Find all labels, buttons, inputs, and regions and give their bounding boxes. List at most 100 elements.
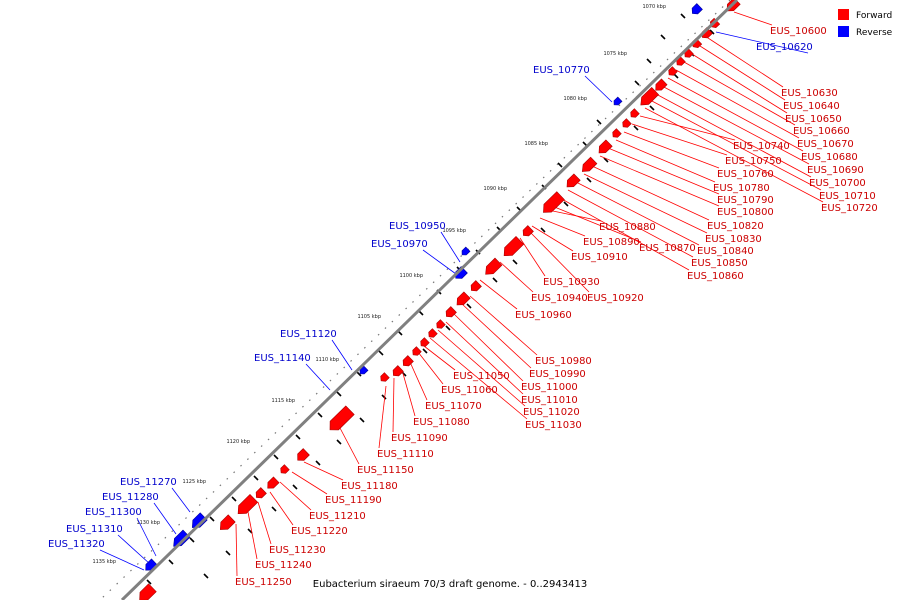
forward-gene-glyph	[329, 405, 355, 431]
leader-line	[339, 427, 360, 465]
forward-gene-glyph	[420, 337, 430, 347]
scale-tick	[466, 303, 472, 309]
feature-label: EUS_10990	[529, 369, 586, 380]
feature-label: EUS_10670	[797, 139, 854, 150]
scale-tick	[146, 579, 152, 585]
forward-gene-glyph	[676, 56, 686, 66]
feature-label: EUS_10920	[587, 293, 644, 304]
forward-gene-glyph	[543, 191, 565, 213]
feature-label: EUS_11020	[523, 407, 580, 418]
feature-label: EUS_10850	[691, 258, 748, 269]
scale-tick	[557, 162, 563, 168]
leader-line	[667, 77, 804, 152]
scale-label: 1115 kbp	[271, 398, 295, 404]
forward-gene-glyph	[566, 173, 581, 188]
scale-tick	[660, 34, 666, 40]
feature-labels: EUS_10600 EUS_10620 EUS_10630 EUS_10640 EUS_…	[48, 26, 878, 588]
scale-tick	[273, 454, 279, 460]
leader-line	[639, 115, 736, 141]
feature-label: EUS_10840	[697, 246, 754, 257]
genome-caption: Eubacterium siraeum 70/3 draft genome. -…	[313, 579, 587, 590]
leader-line	[591, 165, 710, 221]
leader-line	[631, 123, 728, 156]
feature-label: EUS_10790	[717, 195, 774, 206]
scale-tick	[295, 434, 301, 440]
leader-line	[559, 197, 690, 271]
scale-tick	[709, 29, 715, 35]
leader-line	[401, 369, 416, 417]
forward-gene-glyph	[640, 86, 660, 106]
leader-line	[422, 249, 457, 275]
leader-line	[440, 231, 461, 263]
leader-line	[583, 173, 708, 234]
feature-label: EUS_10630	[781, 88, 838, 99]
leader-line	[257, 501, 272, 545]
gene-features	[139, 0, 741, 600]
leader-line	[99, 549, 145, 571]
scale-tick	[563, 201, 569, 207]
leader-line	[291, 471, 328, 495]
scale-tick	[422, 348, 428, 354]
feature-label: EUS_11150	[357, 465, 414, 476]
leader-lines	[99, 11, 824, 577]
scale-tick	[680, 13, 686, 19]
leader-line	[437, 329, 526, 407]
feature-label: EUS_11250	[235, 577, 292, 588]
reverse-gene-glyph	[191, 512, 208, 528]
feature-label: EUS_11120	[280, 329, 337, 340]
feature-label: EUS_10910	[571, 252, 628, 263]
forward-gene-glyph	[219, 514, 236, 530]
feature-label: EUS_10770	[533, 65, 590, 76]
feature-label: EUS_10870	[639, 243, 696, 254]
feature-label: EUS_11310	[66, 524, 123, 535]
reverse-gene-glyph	[691, 3, 703, 15]
feature-label: EUS_11110	[377, 449, 434, 460]
leader-line	[661, 85, 810, 165]
leader-line	[519, 237, 546, 277]
reverse-gene-glyph	[461, 246, 471, 256]
backbone-line	[120, 0, 739, 600]
leader-line	[733, 11, 773, 26]
legend: Forward Reverse	[838, 9, 893, 38]
feature-label: EUS_10940	[531, 293, 588, 304]
scale-label: 1120 kbp	[226, 439, 250, 445]
legend-swatch-reverse	[838, 26, 849, 37]
feature-label: EUS_10930	[543, 277, 600, 288]
forward-gene-glyph	[139, 583, 157, 600]
legend-label-reverse: Reverse	[856, 28, 893, 38]
feature-label: EUS_10720	[821, 203, 878, 214]
leader-line	[303, 461, 344, 481]
forward-gene-glyph	[428, 328, 438, 338]
leader-line	[675, 69, 800, 139]
forward-gene-glyph	[402, 355, 414, 367]
scale-label: 1130 kbp	[136, 520, 160, 526]
scale-label: 1100 kbp	[399, 273, 423, 279]
leader-line	[331, 339, 353, 371]
scale-label: 1105 kbp	[357, 314, 381, 320]
feature-label: EUS_11230	[269, 545, 326, 556]
feature-label: EUS_10780	[713, 183, 770, 194]
forward-gene-glyph	[581, 156, 598, 172]
scale-tick	[492, 277, 498, 283]
forward-gene-glyph	[622, 118, 632, 128]
leader-line	[499, 261, 534, 293]
leader-line	[461, 303, 532, 369]
scale-tick	[225, 550, 231, 556]
feature-label: EUS_10750	[725, 156, 782, 167]
leader-line	[136, 517, 157, 557]
forward-gene-glyph	[503, 235, 525, 257]
scale-labels: 1070 kbp 1075 kbp 1080 kbp 1085 kbp 1090 kbp…	[92, 4, 666, 565]
forward-gene-glyph	[445, 306, 457, 318]
forward-gene-glyph	[612, 128, 622, 138]
reverse-gene-glyph	[613, 96, 623, 106]
feature-label: EUS_10880	[599, 222, 656, 233]
leader-line	[683, 61, 796, 126]
leader-line	[707, 37, 784, 88]
leader-line	[649, 99, 822, 191]
feature-label: EUS_10660	[793, 126, 850, 137]
feature-label: EUS_10830	[705, 234, 762, 245]
scale-tick	[378, 350, 384, 356]
feature-label: EUS_10980	[535, 356, 592, 367]
leader-line	[409, 361, 428, 401]
